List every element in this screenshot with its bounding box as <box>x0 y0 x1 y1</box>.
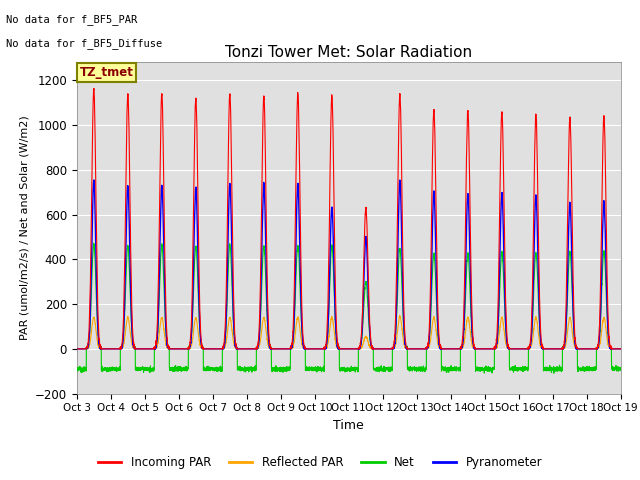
Text: No data for f_BF5_Diffuse: No data for f_BF5_Diffuse <box>6 38 163 49</box>
Text: TZ_tmet: TZ_tmet <box>79 66 133 79</box>
Legend: Incoming PAR, Reflected PAR, Net, Pyranometer: Incoming PAR, Reflected PAR, Net, Pyrano… <box>93 452 547 474</box>
Text: No data for f_BF5_PAR: No data for f_BF5_PAR <box>6 14 138 25</box>
Title: Tonzi Tower Met: Solar Radiation: Tonzi Tower Met: Solar Radiation <box>225 45 472 60</box>
Y-axis label: PAR (umol/m2/s) / Net and Solar (W/m2): PAR (umol/m2/s) / Net and Solar (W/m2) <box>19 116 29 340</box>
X-axis label: Time: Time <box>333 419 364 432</box>
